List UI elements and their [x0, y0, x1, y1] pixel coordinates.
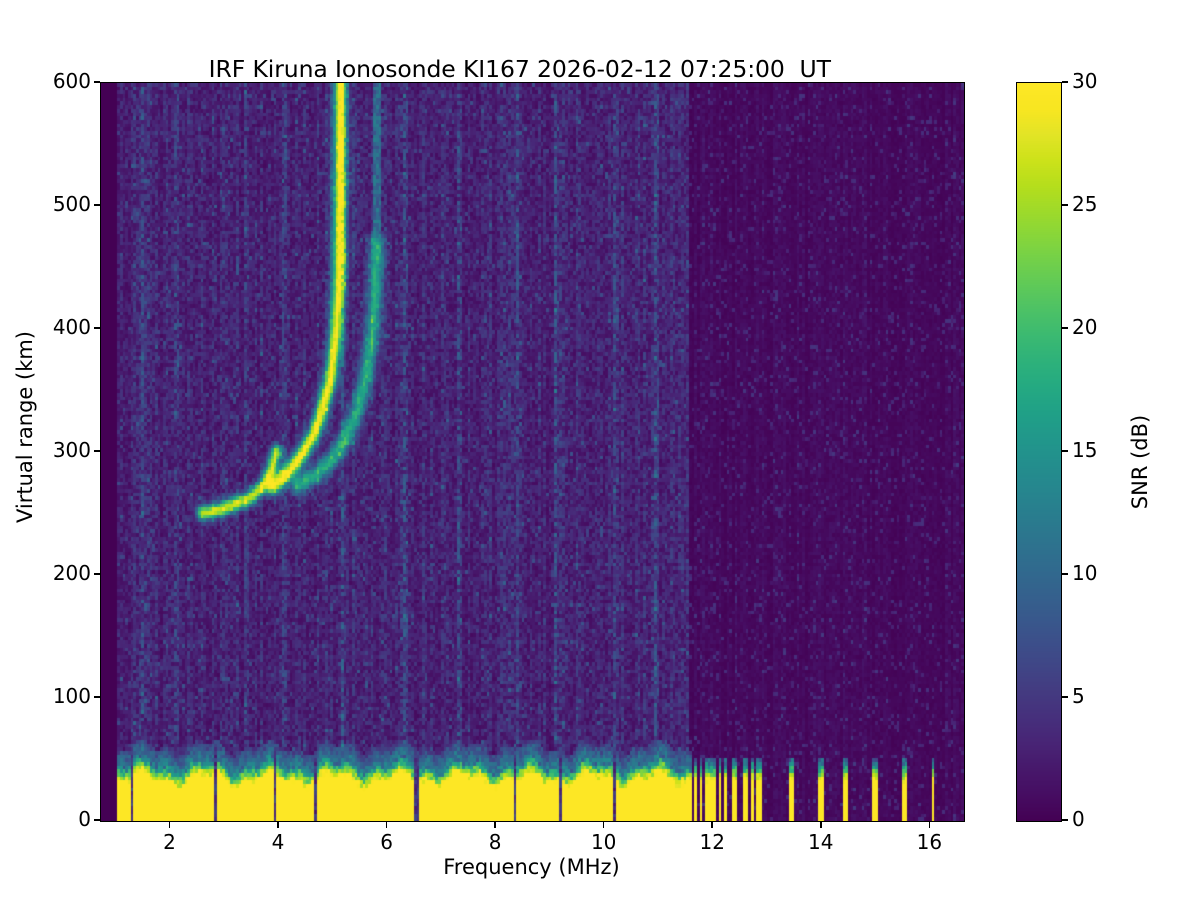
x-tick-label: 4: [271, 830, 285, 854]
y-tick-label: 400: [52, 315, 91, 339]
ionogram-plot-area[interactable]: [100, 82, 965, 822]
colorbar-gradient: [1017, 83, 1061, 821]
y-tick-label: 0: [78, 807, 91, 831]
colorbar[interactable]: [1016, 82, 1062, 822]
title-line-1: IRF Kiruna Ionosonde KI167 2026-02-12 07…: [208, 55, 831, 83]
x-tick-mark: [928, 821, 931, 828]
y-tick-mark: [94, 204, 100, 206]
y-axis-label: Virtual range (km): [13, 330, 37, 524]
y-tick-label: 600: [52, 69, 91, 93]
y-tick-mark: [94, 81, 100, 83]
x-tick-mark: [494, 821, 496, 828]
y-tick-mark: [94, 696, 100, 698]
x-tick-label: 16: [916, 830, 943, 854]
y-tick-label: 200: [52, 561, 91, 585]
y-tick-mark: [94, 327, 100, 329]
x-tick-label: 6: [380, 830, 393, 854]
colorbar-tick-label: 20: [1072, 315, 1098, 339]
y-tick-mark: [94, 450, 100, 452]
y-tick-mark: [94, 819, 100, 821]
colorbar-tick-mark: [1062, 696, 1068, 698]
colorbar-tick-mark: [1062, 327, 1068, 329]
x-tick-mark: [277, 821, 279, 828]
x-tick-mark: [602, 821, 605, 828]
colorbar-label: SNR (dB): [1128, 414, 1152, 510]
colorbar-tick-label: 15: [1072, 438, 1098, 462]
x-tick-label: 14: [808, 830, 834, 854]
x-tick-mark: [711, 821, 714, 828]
colorbar-tick-mark: [1062, 450, 1068, 452]
colorbar-tick-mark: [1062, 204, 1068, 206]
colorbar-tick-label: 30: [1072, 69, 1098, 93]
ionogram-heatmap-canvas: [101, 83, 964, 821]
x-tick-mark: [168, 821, 171, 828]
x-axis-label: Frequency (MHz): [443, 855, 620, 879]
colorbar-tick-label: 5: [1072, 684, 1085, 708]
colorbar-tick-label: 0: [1072, 807, 1085, 831]
colorbar-tick-label: 10: [1072, 561, 1098, 585]
y-tick-label: 300: [52, 438, 91, 462]
x-tick-label: 10: [590, 830, 617, 854]
x-tick-label: 2: [163, 830, 176, 854]
colorbar-tick-mark: [1062, 819, 1068, 821]
colorbar-tick-mark: [1062, 573, 1068, 575]
x-tick-mark: [385, 821, 388, 828]
x-tick-label: 12: [699, 830, 725, 854]
y-tick-label: 100: [52, 684, 91, 708]
colorbar-tick-mark: [1062, 81, 1068, 83]
x-tick-mark: [819, 821, 822, 828]
y-tick-label: 500: [52, 192, 91, 216]
y-tick-mark: [94, 573, 100, 575]
colorbar-tick-label: 25: [1072, 192, 1098, 216]
x-tick-label: 8: [488, 830, 502, 854]
